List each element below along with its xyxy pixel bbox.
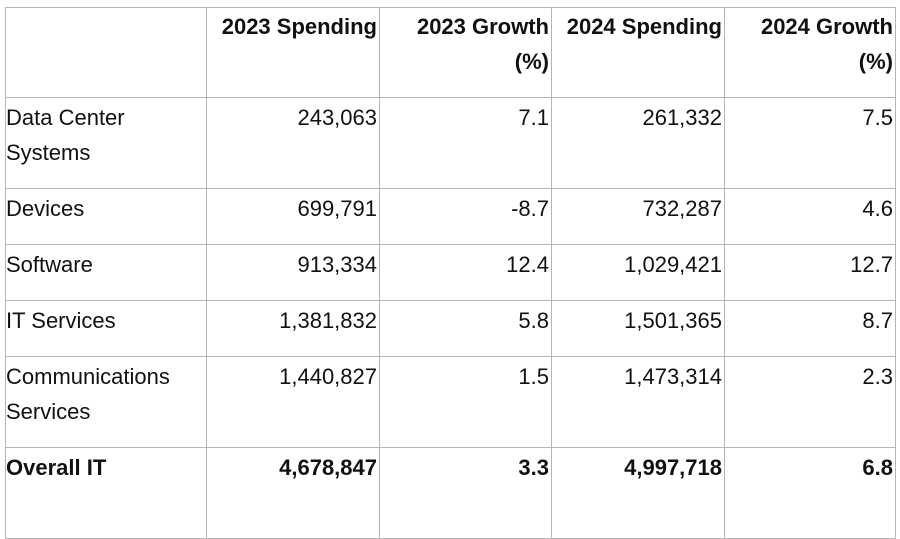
row-label: Communications Services [5, 356, 207, 448]
spending-2023-cell: 1,381,832 [206, 300, 380, 357]
spending-2023-cell: 1,440,827 [206, 356, 380, 448]
header-cell-empty [5, 7, 207, 98]
total-row: Overall IT 4,678,847 3.3 4,997,718 6.8 [5, 447, 896, 539]
row-label: Data Center Systems [5, 97, 207, 189]
spending-2023-cell: 4,678,847 [206, 447, 380, 539]
table-row: Data Center Systems 243,063 7.1 261,332 7.5 [5, 97, 896, 189]
growth-2023-cell: 7.1 [379, 97, 552, 189]
spending-2023-cell: 913,334 [206, 244, 380, 301]
growth-2024-cell: 2.3 [724, 356, 896, 448]
header-2023-spending: 2023 Spending [206, 7, 380, 98]
header-row: 2023 Spending 2023 Growth (%) 2024 Spend… [5, 7, 896, 98]
table-row: Software 913,334 12.4 1,029,421 12.7 [5, 244, 896, 301]
spending-2023-cell: 699,791 [206, 188, 380, 245]
growth-2023-cell: 1.5 [379, 356, 552, 448]
row-label: Overall IT [5, 447, 207, 539]
growth-2024-cell: 8.7 [724, 300, 896, 357]
header-2023-growth: 2023 Growth (%) [379, 7, 552, 98]
growth-2023-cell: 5.8 [379, 300, 552, 357]
row-label: Software [5, 244, 207, 301]
spending-2024-cell: 261,332 [551, 97, 725, 189]
growth-2023-cell: 12.4 [379, 244, 552, 301]
header-2024-growth: 2024 Growth (%) [724, 7, 896, 98]
growth-2024-cell: 4.6 [724, 188, 896, 245]
spending-2024-cell: 1,029,421 [551, 244, 725, 301]
growth-2024-cell: 6.8 [724, 447, 896, 539]
it-spending-table: 2023 Spending 2023 Growth (%) 2024 Spend… [5, 7, 896, 539]
growth-2023-cell: -8.7 [379, 188, 552, 245]
spending-2024-cell: 732,287 [551, 188, 725, 245]
spending-2024-cell: 4,997,718 [551, 447, 725, 539]
row-label: Devices [5, 188, 207, 245]
header-2024-spending: 2024 Spending [551, 7, 725, 98]
table-row: IT Services 1,381,832 5.8 1,501,365 8.7 [5, 300, 896, 357]
spending-2023-cell: 243,063 [206, 97, 380, 189]
growth-2024-cell: 7.5 [724, 97, 896, 189]
spending-2024-cell: 1,501,365 [551, 300, 725, 357]
table-row: Devices 699,791 -8.7 732,287 4.6 [5, 188, 896, 245]
table-row: Communications Services 1,440,827 1.5 1,473… [5, 356, 896, 448]
growth-2023-cell: 3.3 [379, 447, 552, 539]
row-label: IT Services [5, 300, 207, 357]
spending-2024-cell: 1,473,314 [551, 356, 725, 448]
growth-2024-cell: 12.7 [724, 244, 896, 301]
